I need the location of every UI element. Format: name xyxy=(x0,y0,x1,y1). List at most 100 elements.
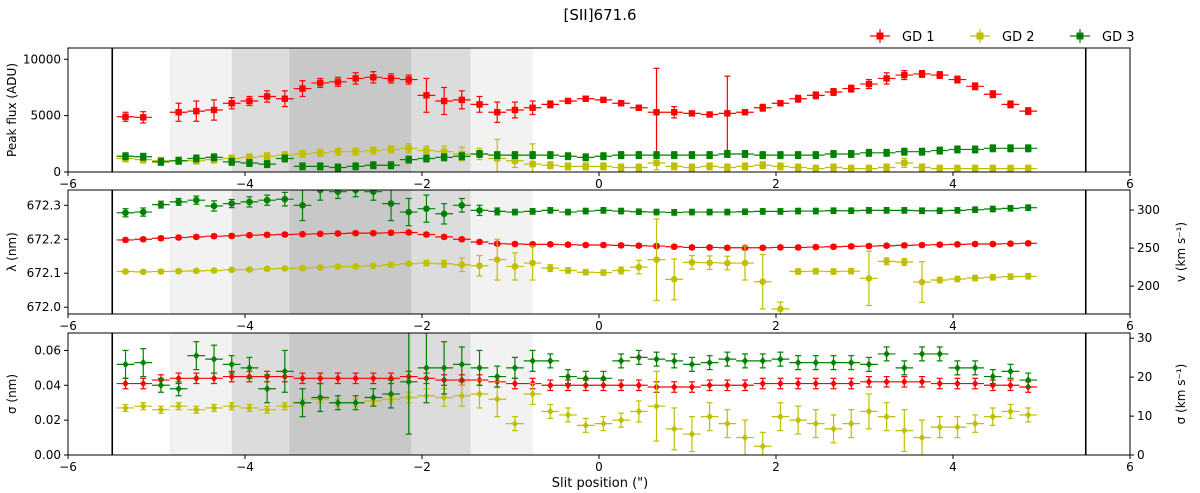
data-point xyxy=(157,234,165,242)
legend-marker xyxy=(876,32,884,40)
data-point xyxy=(246,198,253,206)
data-point xyxy=(830,358,837,367)
data-point xyxy=(600,96,607,104)
data-point xyxy=(440,393,448,402)
data-point xyxy=(564,267,572,274)
data-point xyxy=(918,433,926,442)
data-point xyxy=(370,147,377,154)
data-point xyxy=(511,157,519,164)
data-point xyxy=(193,374,200,383)
y-tick-label: 672.2 xyxy=(27,232,61,246)
data-point xyxy=(1025,165,1032,172)
data-point xyxy=(901,207,908,214)
data-point xyxy=(140,114,147,121)
data-point xyxy=(122,236,129,244)
data-point xyxy=(370,162,377,169)
data-point xyxy=(706,111,713,118)
data-point xyxy=(812,92,820,99)
data-point xyxy=(547,151,554,159)
data-point xyxy=(263,160,271,168)
data-point xyxy=(193,267,200,275)
data-point xyxy=(812,243,820,251)
data-point xyxy=(918,378,926,386)
data-point xyxy=(299,264,306,272)
data-point xyxy=(1007,367,1014,376)
data-point xyxy=(794,244,802,251)
data-point xyxy=(440,364,448,372)
data-point xyxy=(210,355,218,363)
data-point xyxy=(387,75,395,82)
data-point xyxy=(175,157,182,164)
legend-label: GD 3 xyxy=(1102,30,1135,45)
data-point xyxy=(954,241,961,248)
data-point xyxy=(794,416,802,424)
data-point xyxy=(582,154,589,161)
data-point xyxy=(794,207,802,215)
data-point xyxy=(547,241,554,248)
data-point xyxy=(1007,240,1014,247)
data-point xyxy=(918,278,926,286)
data-point xyxy=(1007,381,1014,390)
data-point xyxy=(494,109,501,116)
data-point xyxy=(263,405,271,414)
data-point xyxy=(564,372,572,381)
x-tick-label: 4 xyxy=(949,319,957,333)
data-point xyxy=(671,383,678,391)
data-point xyxy=(157,381,165,390)
data-point xyxy=(281,402,289,410)
data-point xyxy=(653,151,660,159)
data-point xyxy=(564,241,572,248)
data-point xyxy=(511,263,519,270)
data-point xyxy=(794,151,802,159)
data-point xyxy=(547,264,554,272)
data-point xyxy=(989,372,997,381)
data-point xyxy=(759,357,766,365)
data-point xyxy=(334,398,342,407)
data-point xyxy=(511,208,519,216)
data-point xyxy=(564,97,572,105)
data-point xyxy=(971,379,979,388)
data-point xyxy=(228,232,236,240)
data-point xyxy=(476,150,483,158)
data-point xyxy=(246,404,253,412)
data-point xyxy=(759,442,766,451)
data-point xyxy=(777,163,784,170)
data-point xyxy=(387,146,395,153)
data-point xyxy=(476,390,483,398)
data-point xyxy=(600,153,607,160)
data-point xyxy=(688,110,696,117)
data-point xyxy=(671,425,678,433)
data-point xyxy=(830,268,837,275)
data-point xyxy=(777,151,784,159)
data-point xyxy=(529,357,536,365)
data-point xyxy=(122,360,129,369)
data-point xyxy=(883,242,890,250)
x-tick-label: 6 xyxy=(1126,319,1134,333)
data-point xyxy=(1024,272,1032,280)
data-point xyxy=(600,419,607,428)
data-point xyxy=(494,372,501,381)
data-point xyxy=(936,207,944,215)
data-point xyxy=(883,207,890,214)
data-point xyxy=(794,358,802,367)
data-point xyxy=(812,419,820,428)
data-point xyxy=(1007,145,1014,152)
data-point xyxy=(865,165,873,172)
data-point xyxy=(370,229,377,237)
y-axis-label: Peak flux (ADU) xyxy=(5,63,19,157)
data-point xyxy=(440,148,448,155)
data-point xyxy=(352,229,359,237)
data-point xyxy=(635,407,643,416)
data-point xyxy=(777,355,784,363)
legend-label: GD 1 xyxy=(902,30,935,45)
data-point xyxy=(193,196,200,204)
data-point xyxy=(688,430,696,438)
data-point xyxy=(299,85,306,92)
data-point xyxy=(140,153,147,160)
data-point xyxy=(334,78,342,86)
data-point xyxy=(317,79,324,87)
y-tick-label: 0.06 xyxy=(34,343,61,357)
data-point xyxy=(865,80,873,88)
x-tick-label: −6 xyxy=(59,319,77,333)
data-point xyxy=(1024,204,1032,211)
